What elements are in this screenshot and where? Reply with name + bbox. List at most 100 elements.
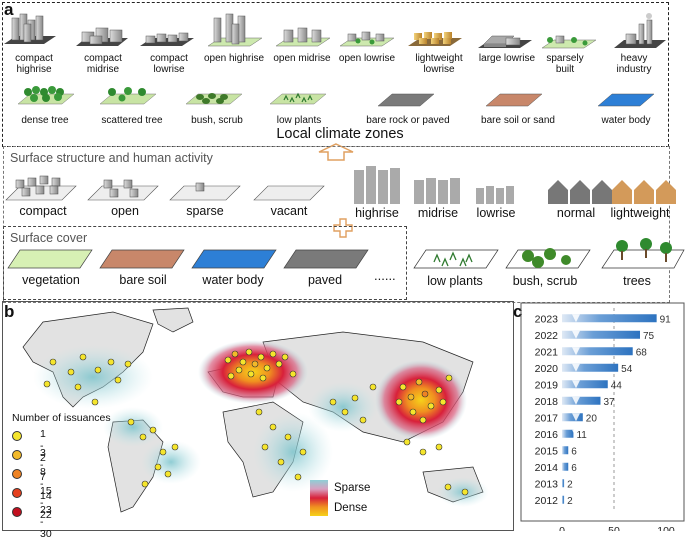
compact-midrise-icon: [76, 27, 128, 46]
compact-lowrise-icon: [140, 32, 194, 46]
year-tick-label: 2023: [535, 313, 559, 325]
panel-c-letter: c: [513, 302, 523, 321]
cover-swatches: [7, 249, 369, 269]
surface-cover-header: Surface cover: [10, 231, 88, 245]
open-midrise-icon: [275, 27, 331, 47]
low-plants-veg-icon: [413, 249, 499, 269]
lcz-built-icons: [4, 13, 666, 49]
bar-value-label: 2: [567, 496, 573, 507]
bar-notch: [572, 462, 580, 471]
lightweight-lowrise-icon: [408, 32, 462, 46]
bar-notch: [572, 380, 580, 389]
legend-label: 15 - 22: [40, 485, 52, 521]
bar: [562, 363, 619, 372]
vegetation-swatch: [7, 249, 93, 269]
surface-structure-box: [3, 146, 670, 303]
lcz-label-bare-soil: bare soil or sand: [481, 115, 555, 126]
lcz-label-compact-highrise: compact highrise: [15, 53, 53, 75]
year-tick-label: 2014: [535, 462, 559, 474]
x-tick-label: 0: [559, 525, 565, 531]
year-tick-label: 2017: [535, 412, 559, 424]
sparsely-built-icon: [541, 35, 597, 49]
lcz-label-open-highrise: open highrise: [203, 53, 265, 64]
bar-notch: [572, 363, 580, 372]
density-vacant-label: vacant: [270, 204, 308, 218]
bar-value-label: 11: [576, 430, 587, 441]
surface-structure-header: Surface structure and human activity: [10, 151, 213, 165]
density-compact-label: compact: [19, 204, 67, 218]
lcz-label-scattered-tree: scattered tree: [101, 115, 163, 126]
year-tick-label: 2018: [535, 396, 559, 408]
bar-value-label: 2: [567, 479, 573, 490]
bar: [562, 396, 601, 405]
world-map: [22, 307, 489, 513]
city-points: [43, 348, 469, 496]
legend-dot: [12, 488, 22, 498]
legend-dot: [12, 450, 22, 460]
legend-label: 3 - 7: [40, 447, 46, 483]
open-lowrise-icon: [339, 31, 395, 47]
density-vacant-icon: [253, 185, 325, 201]
bar: [562, 495, 565, 504]
open-highrise-icon: [207, 13, 263, 47]
lowrise-icon: [476, 186, 514, 204]
bar-notch: [572, 446, 580, 455]
lcz-label-water-body: water body: [601, 115, 651, 126]
cover-ellipsis: ......: [374, 268, 396, 283]
legend-label: 1 - 2: [40, 428, 46, 464]
lcz-label-low-plants: low plants: [276, 115, 322, 126]
density-east-asia: [375, 360, 467, 440]
bar: [562, 479, 565, 488]
large-lowrise-icon: [478, 35, 532, 48]
x-tick-label: 100: [657, 525, 675, 531]
chart-frame: [520, 302, 685, 522]
bare-soil-swatch: [99, 249, 185, 269]
surface-cover-box: [3, 226, 407, 300]
legend-dot: [12, 507, 22, 517]
bar-notch: [572, 413, 580, 422]
lcz-label-sparsely-built: sparsely built: [546, 53, 584, 75]
density-na: [33, 345, 153, 409]
greenland: [152, 307, 194, 333]
density-sparse-label: Sparse: [334, 482, 371, 494]
year-tick-label: 2012: [535, 495, 559, 507]
bare-soil-icon: [485, 93, 543, 107]
bar-value-label: 6: [571, 446, 577, 457]
bar-value-label: 6: [571, 463, 577, 474]
legend-label: 8 - 14: [40, 466, 52, 502]
water-body-icon: [597, 93, 655, 107]
dense-tree-icon: [17, 86, 75, 105]
density-sparse-label: sparse: [186, 204, 224, 218]
lcz-natural-icons: [17, 86, 655, 107]
lcz-title: Local climate zones: [276, 126, 404, 142]
compact-highrise-icon: [4, 13, 56, 44]
midrise-icon: [414, 178, 460, 204]
veg-bush-scrub-label: bush, scrub: [512, 274, 578, 288]
bar-notch: [572, 347, 580, 356]
bar-notch: [572, 314, 580, 323]
low-plants-icon: [269, 92, 327, 105]
density-africa: [253, 412, 333, 492]
bar-value-label: 37: [603, 397, 615, 408]
bar-notch: [572, 429, 580, 438]
legend-dot: [12, 431, 22, 441]
density-compact-icon: [5, 175, 77, 201]
legend-title: Number of issuances: [12, 412, 111, 424]
bush-scrub-veg-icon: [505, 248, 591, 269]
highrise-icon: [354, 166, 400, 204]
density-sparse-icon: [169, 182, 241, 201]
lcz-label-dense-tree: dense tree: [21, 115, 69, 126]
year-tick-label: 2016: [535, 429, 559, 441]
lowrise-label: lowrise: [476, 206, 516, 220]
cover-paved-label: paved: [307, 273, 343, 287]
bar-value-label: 44: [611, 380, 623, 391]
bar: [562, 380, 608, 389]
year-tick-label: 2015: [535, 445, 559, 457]
density-dense-label: Dense: [334, 502, 368, 514]
bar: [562, 462, 569, 471]
density-open-label: open: [111, 204, 139, 218]
bar-notch: [572, 396, 580, 405]
lcz-label-large-lowrise: large lowrise: [478, 53, 536, 64]
midrise-label: midrise: [417, 206, 459, 220]
